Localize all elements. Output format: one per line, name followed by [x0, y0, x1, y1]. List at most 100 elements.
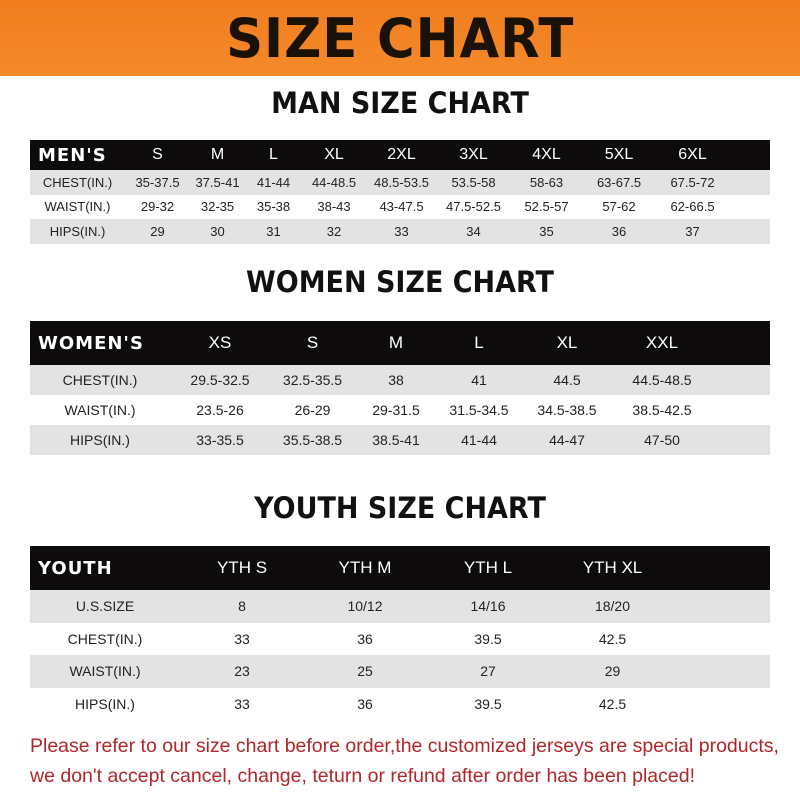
table-cell: 58-63 — [529, 174, 564, 190]
table-cell: 38.5-41 — [372, 432, 420, 448]
row-label: CHEST(IN.) — [67, 630, 143, 647]
size-header-cell: M — [388, 333, 404, 352]
row-label: WAIST(IN.) — [44, 199, 111, 215]
table-cell: 32.5-35.5 — [282, 372, 343, 388]
table-cell: 48.5-53.5 — [374, 174, 429, 190]
table-row: CHEST(IN.) 29.5-32.5 32.5-35.5 38 41 44.5 44.5… — [30, 365, 770, 395]
table-cell: 32-35 — [200, 199, 235, 215]
table-cell: 41-44 — [461, 432, 497, 448]
table-cell: 67.5-72 — [670, 174, 715, 190]
row-label: WAIST(IN.) — [69, 663, 141, 680]
table-row: CHEST(IN.) 33 36 39.5 42.5 — [30, 622, 770, 655]
table-cell: 33-35.5 — [196, 432, 244, 448]
youth-section-title: YOUTH SIZE CHART — [254, 491, 546, 525]
table-cell: 43-47.5 — [379, 199, 424, 215]
size-header-cell: YTH S — [216, 558, 268, 577]
table-cell: 10/12 — [347, 598, 383, 615]
table-row: U.S.SIZE 8 10/12 14/16 18/20 — [30, 590, 770, 623]
size-header-cell: 3XL — [459, 146, 488, 163]
size-header-cell: XL — [324, 146, 344, 163]
size-header-cell: M — [210, 146, 225, 163]
table-cell: 29-31.5 — [372, 402, 420, 418]
row-label: U.S.SIZE — [75, 598, 135, 615]
row-label: HIPS(IN.) — [75, 695, 135, 712]
women-section-title: WOMEN SIZE CHART — [246, 265, 554, 299]
table-cell: 42.5 — [598, 630, 627, 647]
table-cell: 44-48.5 — [311, 174, 357, 190]
size-header-cell: 2XL — [387, 146, 416, 163]
size-header-cell: XL — [556, 333, 578, 352]
row-label: CHEST(IN.) — [42, 174, 113, 190]
table-row: CHEST(IN.) 35-37.5 37.5-41 41-44 44-48.5 48.5… — [30, 170, 770, 195]
size-header-cell: L — [269, 146, 278, 163]
table-cell: 8 — [238, 598, 246, 615]
table-header-label: WOMEN'S — [38, 332, 144, 354]
table-cell: 36 — [357, 630, 373, 647]
table-cell: 52.5-57 — [524, 199, 569, 215]
table-cell: 25 — [357, 663, 373, 680]
table-row: HIPS(IN.) 33-35.5 35.5-38.5 38.5-41 41-44 44-… — [30, 425, 770, 455]
table-cell: 44-47 — [549, 432, 585, 448]
men-size-table: MEN'S S M L XL 2XL 3XL 4XL 5XL 6XL CHEST(IN.) 35-37… — [30, 140, 770, 244]
table-cell: 42.5 — [598, 695, 627, 712]
table-header-row: MEN'S S M L XL 2XL 3XL 4XL 5XL 6XL — [30, 140, 770, 170]
table-cell: 35 — [539, 223, 554, 239]
table-cell: 35-38 — [256, 199, 291, 215]
size-header-cell: S — [152, 146, 163, 163]
table-cell: 18/20 — [594, 598, 631, 615]
table-cell: 44.5 — [553, 372, 581, 388]
size-header-cell: 6XL — [678, 146, 707, 163]
table-cell: 23 — [234, 663, 250, 680]
table-header-label: MEN'S — [38, 144, 107, 166]
row-label: WAIST(IN.) — [64, 402, 136, 418]
table-cell: 34 — [466, 223, 481, 239]
policy-note-line-1: Please refer to our size chart before or… — [30, 735, 779, 757]
table-cell: 38.5-42.5 — [632, 402, 692, 418]
table-cell: 57-62 — [602, 199, 636, 215]
table-cell: 62-66.5 — [670, 199, 715, 215]
table-header-row: YOUTH YTH S YTH M YTH L YTH XL — [30, 546, 770, 590]
table-cell: 31 — [266, 223, 281, 239]
table-cell: 37.5-41 — [195, 174, 240, 190]
table-cell: 29.5-32.5 — [190, 372, 250, 388]
table-row: HIPS(IN.) 29 30 31 32 33 34 35 36 37 — [30, 219, 770, 244]
size-header-cell: YTH XL — [582, 558, 643, 577]
table-cell: 44.5-48.5 — [632, 372, 692, 388]
table-row: WAIST(IN.) 23 25 27 29 — [30, 655, 770, 688]
table-row: WAIST(IN.) 23.5-26 26-29 29-31.5 31.5-34.5 34… — [30, 395, 770, 425]
row-label: HIPS(IN.) — [70, 432, 130, 448]
row-label: HIPS(IN.) — [49, 223, 106, 239]
table-cell: 23.5-26 — [196, 402, 244, 418]
table-cell: 30 — [210, 223, 225, 239]
youth-size-table: YOUTH YTH S YTH M YTH L YTH XL U.S.SIZE 8 10/12… — [30, 546, 770, 720]
table-cell: 35.5-38.5 — [282, 432, 343, 448]
table-cell: 29 — [604, 663, 621, 680]
table-cell: 29-32 — [140, 199, 175, 215]
table-cell: 63-67.5 — [596, 174, 642, 190]
table-cell: 41 — [471, 372, 487, 388]
table-cell: 38-43 — [317, 199, 351, 215]
size-header-cell: 4XL — [532, 146, 561, 163]
table-cell: 36 — [611, 223, 627, 239]
table-cell: 29 — [150, 223, 165, 239]
table-cell: 34.5-38.5 — [537, 402, 597, 418]
table-cell: 27 — [480, 663, 496, 680]
table-cell: 35-37.5 — [135, 174, 180, 190]
size-header-cell: XS — [208, 333, 232, 352]
table-cell: 47.5-52.5 — [446, 199, 501, 215]
table-cell: 33 — [234, 630, 250, 647]
size-header-cell: S — [306, 333, 319, 352]
table-cell: 38 — [388, 372, 404, 388]
women-size-table: WOMEN'S XS S M L XL XXL CHEST(IN.) 29.5-32.5 32.5… — [30, 321, 770, 455]
table-cell: 53.5-58 — [451, 174, 496, 190]
table-cell: 32 — [326, 223, 342, 239]
table-cell: 36 — [357, 695, 373, 712]
size-header-cell: L — [474, 333, 484, 352]
table-row: HIPS(IN.) 33 36 39.5 42.5 — [30, 687, 770, 720]
table-cell: 31.5-34.5 — [449, 402, 509, 418]
table-row: WAIST(IN.) 29-32 32-35 35-38 38-43 43-47.5 47.… — [30, 194, 770, 219]
table-header-label: YOUTH — [38, 557, 113, 579]
row-label: CHEST(IN.) — [62, 372, 138, 388]
table-cell: 37 — [685, 223, 700, 239]
size-header-cell: YTH M — [338, 558, 392, 577]
